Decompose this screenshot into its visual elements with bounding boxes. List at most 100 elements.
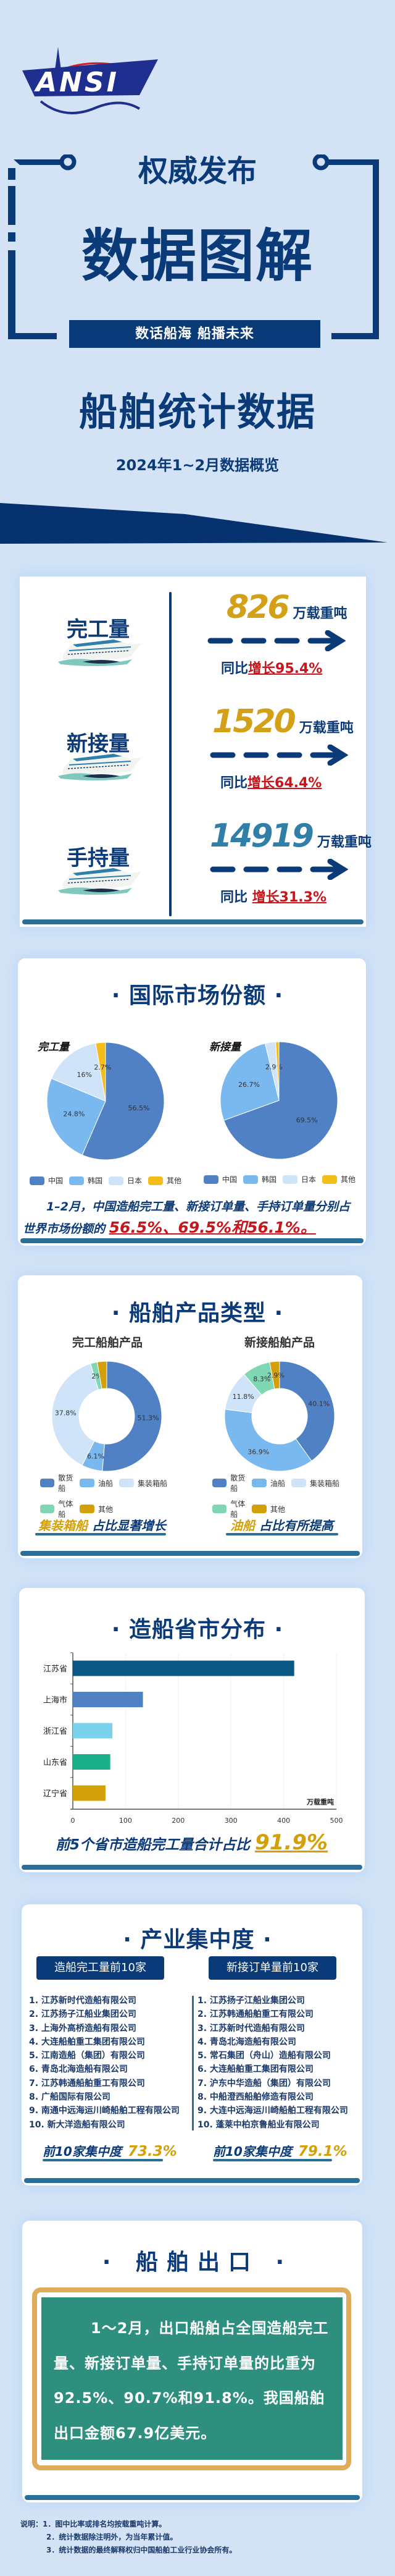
slice-label: 51.3%	[137, 1414, 159, 1422]
list-item: 8. 广船国际有限公司	[29, 2092, 110, 2103]
unit-label: 万载重吨	[306, 1797, 334, 1806]
tab-completed-top10[interactable]: 造船完工量前10家	[36, 1956, 164, 1980]
list-item: 1. 江苏新时代造船有限公司	[29, 1996, 136, 2006]
list-item: 1. 江苏扬子江船业集团公司	[198, 1996, 305, 2006]
conc-underline	[213, 2159, 332, 2161]
legend-item: 集装箱船	[291, 1472, 347, 1493]
conc-value: 73.3%	[127, 2143, 177, 2160]
overview-number: 1520	[212, 703, 296, 740]
overview-divider	[169, 592, 172, 916]
donut-completed-legend: 散货船 油船 集装箱船 气体船 其他	[40, 1472, 182, 1519]
export-text: 1～2月，出口船舶占全国造船完工量、新接订单量、手持订单量的比重为92.5%、9…	[54, 2320, 329, 2442]
yoy-prefix: 同比	[221, 661, 249, 677]
overview-unit: 万载重吨	[293, 606, 347, 622]
conc-value: 79.1%	[297, 2143, 347, 2160]
slice-日本	[51, 1042, 106, 1102]
legend-swatch	[80, 1479, 94, 1487]
overview-yoy: 同比增长64.4%	[220, 772, 322, 792]
legend-swatch	[322, 1175, 337, 1184]
legend-item: 中国	[30, 1175, 69, 1186]
footer-underline	[35, 1533, 166, 1535]
list-item: 10. 蓬莱中柏京鲁船业有限公司	[198, 2119, 320, 2130]
slice-label: 11.8%	[233, 1393, 254, 1401]
donut-completed-title: 完工船舶产品	[72, 1336, 143, 1349]
slice-散货船	[102, 1361, 162, 1472]
dashed-arrow-icon	[209, 744, 349, 768]
conc-label: 前10家集中度	[43, 2144, 122, 2159]
donut-new-orders-title: 新接船舶产品	[244, 1336, 315, 1349]
donut-chart-completed: 51.3%6.1%37.8%2%	[51, 1361, 162, 1472]
new-orders-concentration: 前10家集中度 79.1%	[213, 2142, 347, 2160]
ship-icon	[58, 864, 144, 899]
legend-swatch	[252, 1505, 267, 1513]
header-frame	[8, 154, 379, 339]
tab-new-orders-top10[interactable]: 新接订单量前10家	[209, 1956, 336, 1980]
legend-swatch	[40, 1505, 55, 1513]
slice-其他	[95, 1042, 106, 1102]
legend-label: 气体船	[230, 1500, 246, 1519]
legend-item: 散货船	[212, 1472, 252, 1493]
dashed-arrow-icon	[209, 858, 349, 882]
x-tick-label: 100	[119, 1817, 132, 1825]
header-title: 数据图解	[81, 223, 314, 289]
provinces-title: 造船省市分布	[0, 1611, 395, 1644]
bar-江苏省	[73, 1660, 294, 1676]
x-tick-label: 200	[172, 1817, 185, 1825]
legend-label: 集装箱船	[138, 1479, 168, 1488]
header-period: 2024年1~2月数据概览	[115, 457, 280, 474]
footer-highlight: 集装箱船	[38, 1518, 88, 1533]
overview-label: 手持量	[67, 846, 130, 871]
list-item: 5. 江南造船（集团）有限公司	[29, 2051, 145, 2061]
slice-散货船	[279, 1361, 335, 1462]
list-item: 9. 大连中远海运川崎船舶工程有限公司	[198, 2106, 348, 2116]
conc-underline	[43, 2159, 163, 2161]
legend-label: 其他	[341, 1175, 356, 1184]
yoy-prefix: 同比	[220, 890, 252, 905]
legend-swatch	[109, 1176, 123, 1185]
legend-label: 油船	[270, 1479, 286, 1488]
y-category-label: 江苏省	[43, 1664, 67, 1674]
overview-row: 新接量 1520 万载重吨 同比增长64.4%	[0, 703, 395, 822]
overview-unit: 万载重吨	[317, 835, 372, 850]
legend-item: 散货船	[40, 1472, 80, 1493]
legend-swatch	[212, 1505, 227, 1513]
pie-new-orders-legend: 中国 韩国 日本 其他	[204, 1174, 362, 1185]
legend-label: 集装箱船	[310, 1479, 340, 1488]
overview-row: 完工量 826 万载重吨 同比增长95.4%	[0, 589, 395, 707]
slice-集装箱船	[51, 1363, 99, 1466]
legend-item: 其他	[148, 1175, 188, 1186]
x-tick-label: 0	[71, 1817, 75, 1825]
x-tick-label: 400	[277, 1817, 290, 1825]
card-bottom-bar	[20, 1551, 360, 1556]
overview-number: 826	[227, 589, 290, 626]
market-share-title: 国际市场份额	[0, 978, 395, 1010]
yoy-prefix: 同比	[220, 775, 248, 791]
products-right-footer: 油船 占比有所提高	[230, 1516, 333, 1534]
legend-swatch	[30, 1176, 44, 1185]
list-divider	[192, 1996, 194, 2130]
footer-text: 占比显著增长	[91, 1518, 166, 1533]
legend-item: 日本	[283, 1174, 322, 1185]
slice-label: 16%	[77, 1071, 91, 1079]
legend-item: 韩国	[243, 1174, 283, 1185]
footer-text: 占比有所提高	[259, 1518, 333, 1533]
overview-number: 14919	[210, 817, 314, 855]
slice-label: 24.8%	[63, 1110, 85, 1118]
footer-highlight: 油船	[230, 1518, 255, 1533]
yoy-growth: 增长64.4%	[247, 775, 322, 791]
legend-item: 气体船	[212, 1498, 252, 1519]
legend-swatch	[252, 1479, 267, 1487]
yoy-growth: 增长95.4%	[248, 661, 323, 677]
card-bottom-bar	[22, 1865, 362, 1870]
legend-label: 散货船	[58, 1474, 73, 1493]
note-item: 3．统计数据的最终解释权归中国船舶工业行业协会所有。	[46, 2546, 237, 2554]
card-bottom-bar	[22, 919, 364, 924]
overview-value: 14919 万载重吨	[210, 817, 372, 855]
card-bottom-bar	[25, 2495, 360, 2500]
pie-completed-title: 完工量	[38, 1041, 69, 1054]
slice-label: 2.9%	[265, 1063, 283, 1071]
list-item: 3. 江苏新时代造船有限公司	[198, 2023, 305, 2033]
legend-swatch	[243, 1175, 258, 1184]
footer-value: 91.9%	[255, 1830, 328, 1855]
slice-label: 36.9%	[247, 1448, 269, 1456]
